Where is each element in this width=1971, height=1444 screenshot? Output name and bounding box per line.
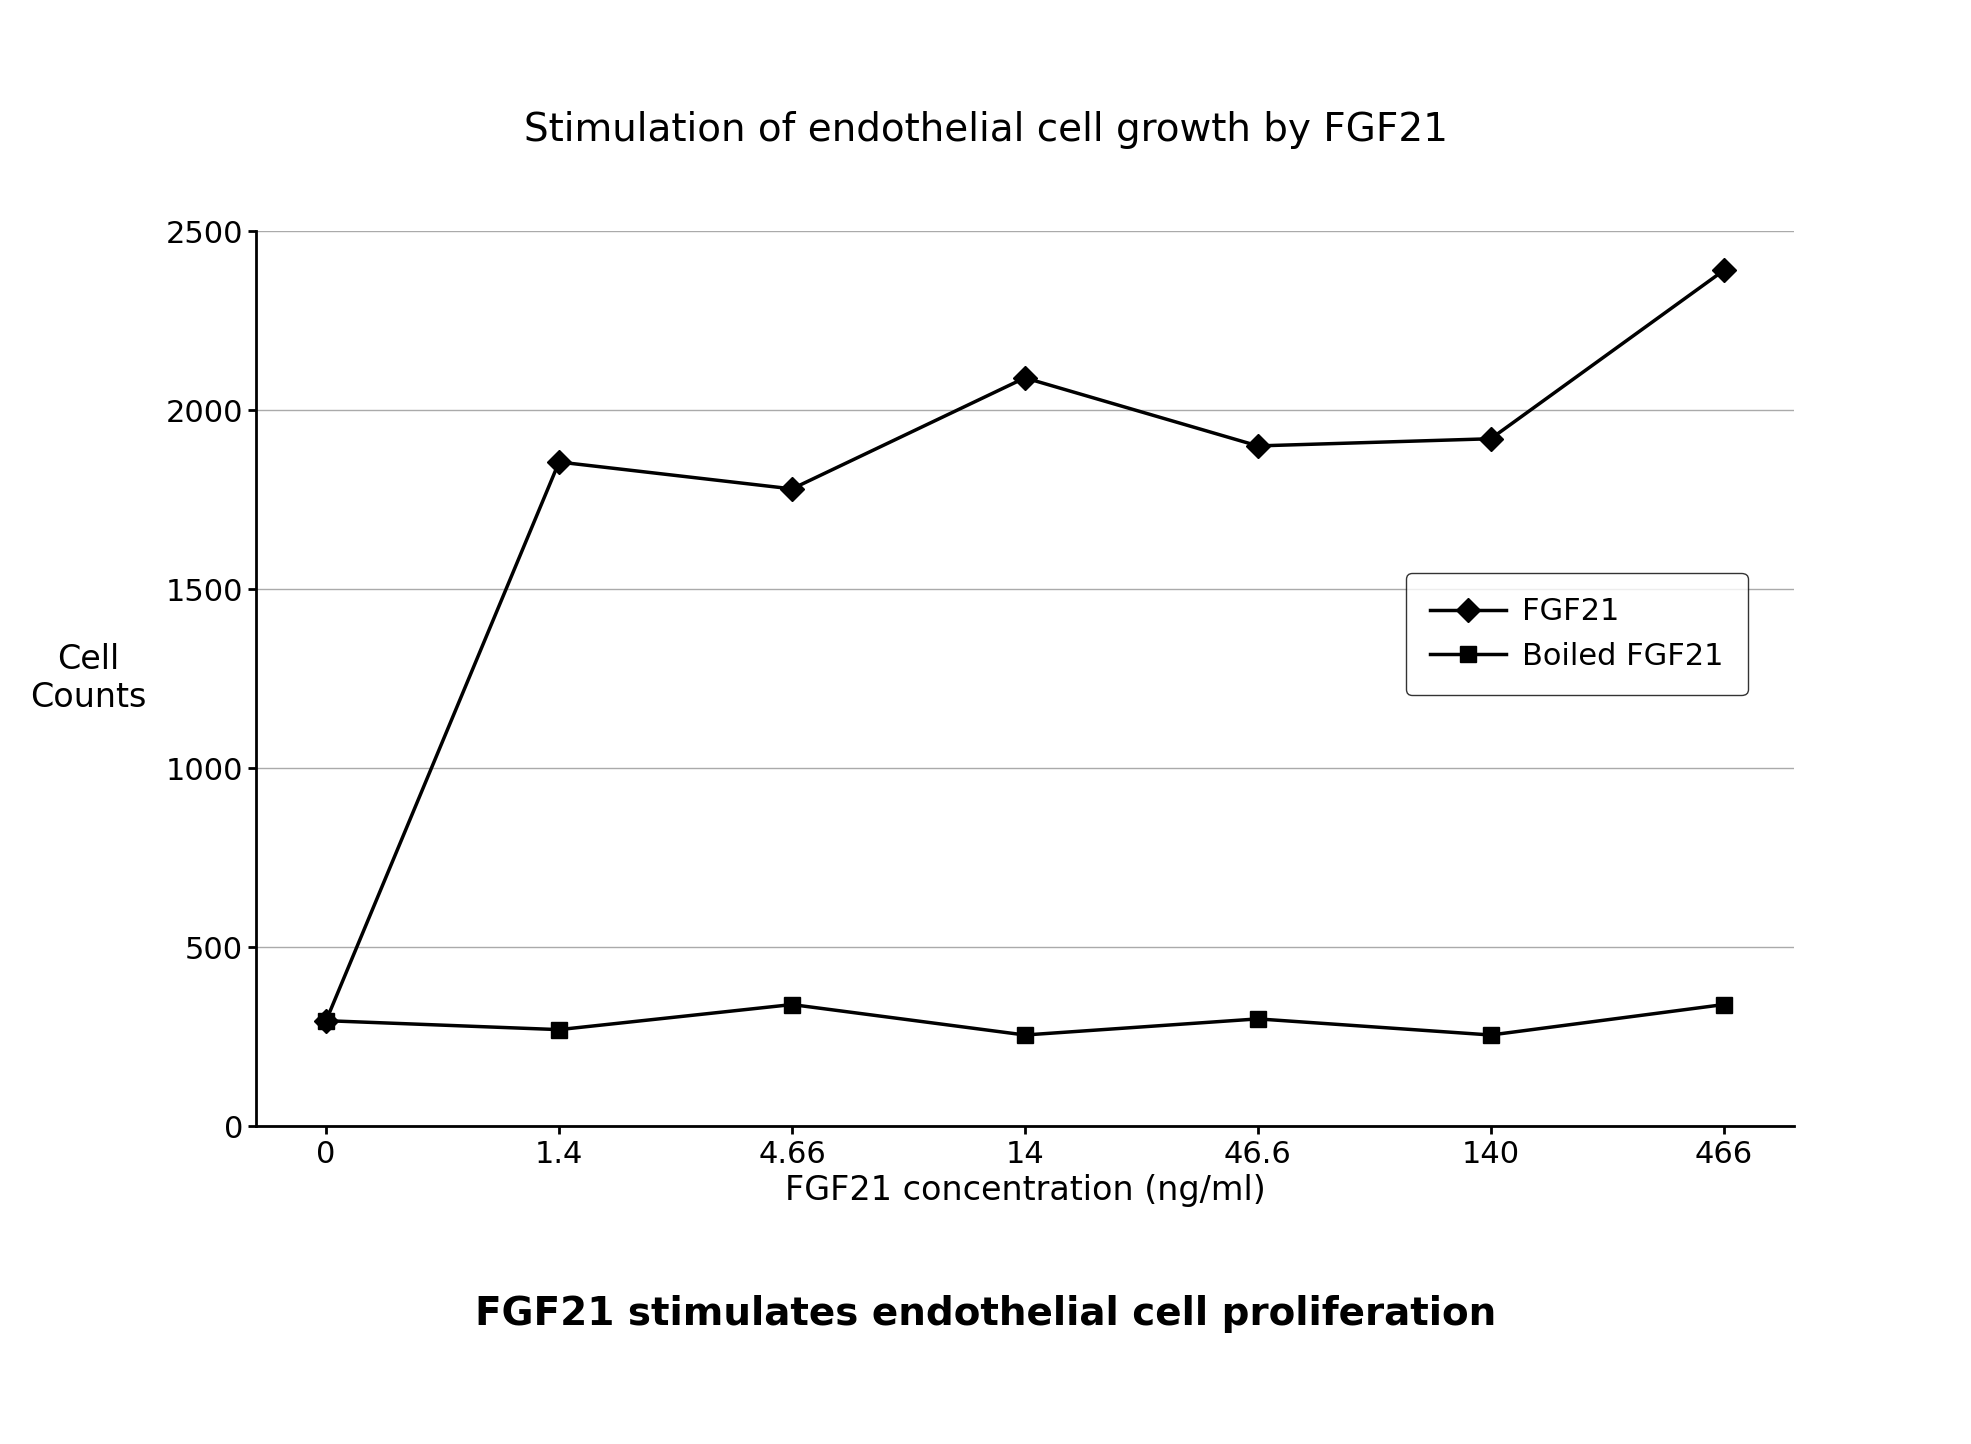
Boiled FGF21 xyxy=(1246,1011,1269,1028)
X-axis label: FGF21 concentration (ng/ml): FGF21 concentration (ng/ml) xyxy=(784,1174,1265,1207)
FGF21 xyxy=(313,1012,337,1030)
Boiled FGF21 xyxy=(548,1021,572,1038)
FGF21 xyxy=(1013,370,1037,387)
Boiled FGF21 xyxy=(1478,1027,1502,1044)
FGF21 xyxy=(548,453,572,471)
FGF21 xyxy=(1478,430,1502,448)
Text: FGF21 stimulates endothelial cell proliferation: FGF21 stimulates endothelial cell prolif… xyxy=(475,1295,1496,1333)
Legend: FGF21, Boiled FGF21: FGF21, Boiled FGF21 xyxy=(1405,573,1748,695)
Boiled FGF21 xyxy=(1713,996,1736,1014)
FGF21 xyxy=(1713,261,1736,279)
FGF21 xyxy=(1246,438,1269,455)
Text: Cell
Counts: Cell Counts xyxy=(30,643,148,715)
Boiled FGF21 xyxy=(1013,1027,1037,1044)
Line: Boiled FGF21: Boiled FGF21 xyxy=(317,996,1733,1044)
Text: Stimulation of endothelial cell growth by FGF21: Stimulation of endothelial cell growth b… xyxy=(524,111,1447,149)
Line: FGF21: FGF21 xyxy=(317,263,1733,1030)
Boiled FGF21 xyxy=(781,996,804,1014)
FGF21 xyxy=(781,481,804,498)
Boiled FGF21 xyxy=(313,1012,337,1030)
